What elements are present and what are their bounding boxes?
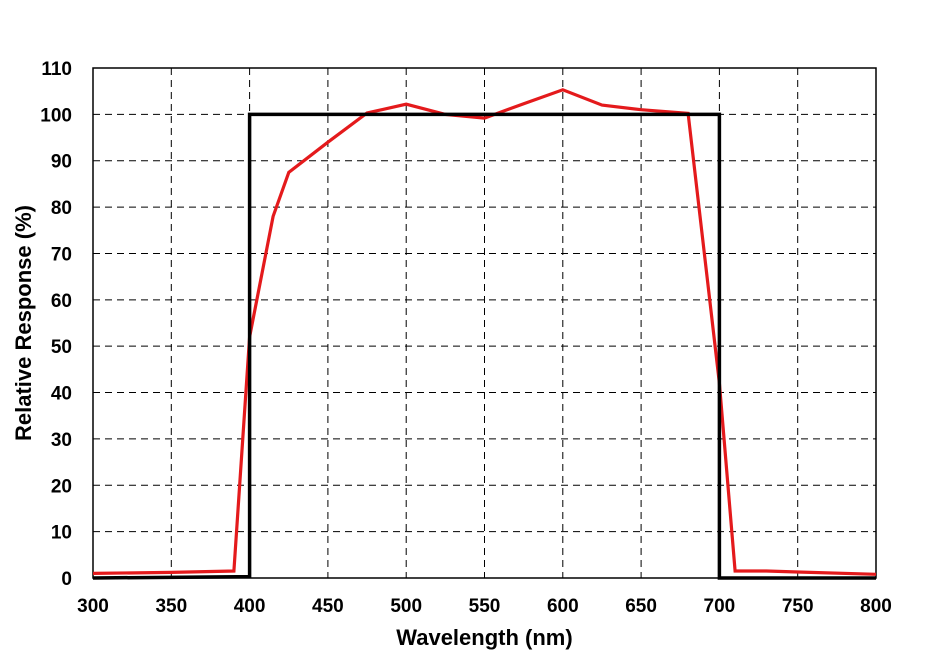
series-line-0 — [92, 88, 877, 576]
y-axis-ticks: 0 10 20 30 40 50 60 70 80 90 100 110 — [40, 59, 72, 590]
plot-area-frame — [92, 67, 877, 579]
y-tick-label-60: 60 — [51, 291, 72, 312]
y-tick-label-100: 100 — [40, 105, 72, 126]
y-tick-label-70: 70 — [51, 244, 72, 265]
y-tick-label-10: 10 — [51, 523, 72, 544]
x-tick-label-750: 750 — [782, 596, 814, 617]
x-tick-label-500: 500 — [390, 596, 422, 617]
series-line-1 — [92, 112, 876, 580]
y-tick-label-40: 40 — [51, 384, 72, 405]
y-axis-label: Relative Response (%) — [11, 205, 36, 441]
series-group — [92, 88, 877, 580]
x-tick-label-600: 600 — [547, 596, 579, 617]
y-tick-label-30: 30 — [51, 430, 72, 451]
y-tick-label-20: 20 — [51, 476, 72, 497]
x-tick-label-350: 350 — [155, 596, 187, 617]
x-tick-label-550: 550 — [469, 596, 501, 617]
y-tick-label-80: 80 — [51, 198, 72, 219]
x-tick-label-650: 650 — [625, 596, 657, 617]
x-axis-ticks: 300 350 400 450 500 550 600 650 700 750 800 — [77, 596, 892, 617]
y-tick-label-0: 0 — [61, 569, 72, 590]
y-tick-label-90: 90 — [51, 152, 72, 173]
x-tick-label-300: 300 — [77, 596, 109, 617]
grid — [93, 68, 876, 578]
x-tick-label-700: 700 — [704, 596, 736, 617]
x-tick-label-800: 800 — [860, 596, 892, 617]
x-tick-label-450: 450 — [312, 596, 344, 617]
y-tick-label-110: 110 — [41, 59, 72, 80]
x-axis-label: Wavelength (nm) — [396, 625, 572, 650]
x-tick-label-400: 400 — [234, 596, 266, 617]
y-tick-label-50: 50 — [51, 337, 72, 358]
